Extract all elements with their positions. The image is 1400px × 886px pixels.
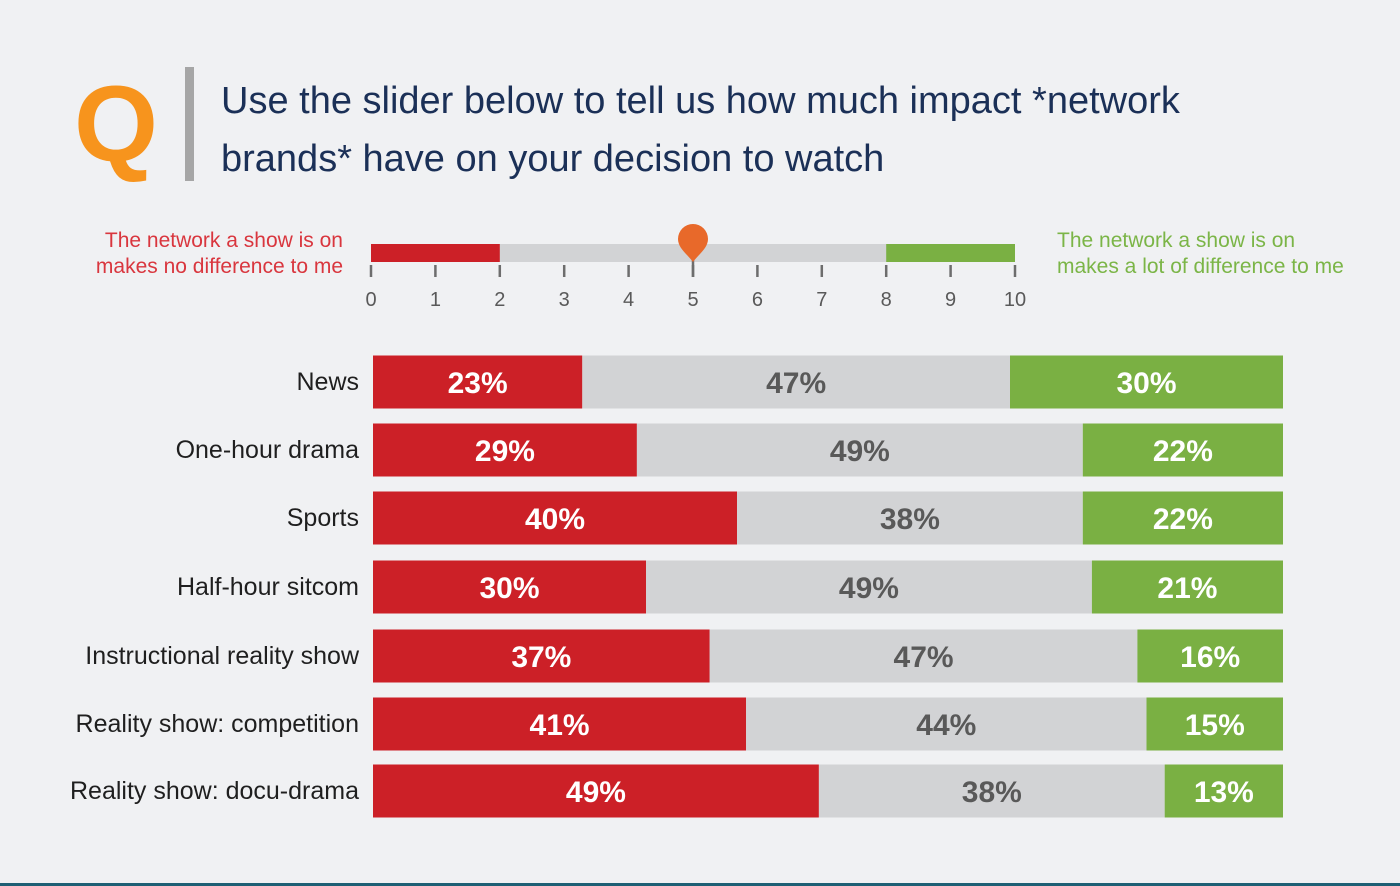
bar-segment — [636, 423, 1083, 477]
data-label: 41% — [530, 709, 590, 742]
data-label: 40% — [525, 503, 585, 536]
bar-segment — [373, 697, 747, 751]
data-label: 38% — [962, 776, 1022, 809]
data-label: 23% — [448, 367, 508, 400]
data-label: 37% — [511, 641, 571, 674]
category-label: Sports — [287, 504, 359, 532]
category-label: Reality show: docu-drama — [70, 777, 359, 805]
category-label: Half-hour sitcom — [177, 573, 359, 601]
bar-segment — [373, 764, 819, 818]
data-label: 22% — [1153, 503, 1213, 536]
data-label: 49% — [830, 435, 890, 468]
scale-tick-label: 4 — [623, 289, 634, 311]
bar-segment — [818, 764, 1165, 818]
bar-segment — [373, 355, 583, 409]
slider-scale: 0 1 2 3 4 5 6 7 8 9 10 — [365, 224, 1026, 311]
bar-segment — [373, 560, 646, 614]
data-label: 38% — [880, 503, 940, 536]
bar-segment — [1082, 491, 1283, 545]
bar-segment — [1091, 560, 1283, 614]
scale-green-range — [886, 244, 1015, 262]
category-label: One-hour drama — [176, 436, 360, 464]
scale-right-label: The network a show is on makes a lot of … — [1057, 229, 1344, 278]
data-label: 15% — [1185, 709, 1245, 742]
data-label: 29% — [475, 435, 535, 468]
category-label: News — [296, 368, 359, 396]
scale-tick-label: 1 — [430, 289, 441, 311]
scale-tick-label: 5 — [687, 289, 698, 311]
data-label: 21% — [1157, 572, 1217, 605]
q-logo: Q — [74, 63, 158, 184]
data-label: 30% — [1116, 367, 1176, 400]
category-label: Reality show: competition — [76, 710, 359, 738]
scale-tick-label: 10 — [1004, 289, 1026, 311]
scale-tick-label: 7 — [816, 289, 827, 311]
bar-segment — [373, 423, 637, 477]
data-label: 49% — [566, 776, 626, 809]
data-label: 16% — [1180, 641, 1240, 674]
bar-segment — [1082, 423, 1283, 477]
scale-left-label: The network a show is on makes no differ… — [95, 229, 343, 278]
bar-segment — [746, 697, 1147, 751]
bar-segment — [737, 491, 1083, 545]
data-label: 47% — [766, 367, 826, 400]
scale-tick-label: 0 — [365, 289, 376, 311]
bar-segment — [1010, 355, 1283, 409]
bar-segment — [646, 560, 1092, 614]
bar-segment — [709, 629, 1138, 683]
scale-tick-label: 6 — [752, 289, 763, 311]
bar-segment — [373, 491, 737, 545]
slider-marker-icon[interactable] — [678, 224, 708, 277]
bar-segment — [1164, 764, 1283, 818]
bar-segment — [1137, 629, 1283, 683]
header-divider — [185, 67, 194, 181]
data-label: 30% — [479, 572, 539, 605]
bar-segment — [582, 355, 1010, 409]
bottom-rule — [0, 883, 1400, 886]
data-label: 22% — [1153, 435, 1213, 468]
scale-tick-label: 2 — [494, 289, 505, 311]
scale-red-range — [371, 244, 500, 262]
scale-tick-label: 9 — [945, 289, 956, 311]
data-label: 13% — [1194, 776, 1254, 809]
category-label: Instructional reality show — [85, 642, 360, 670]
bar-segment — [373, 629, 710, 683]
data-label: 49% — [839, 572, 899, 605]
question-text: Use the slider below to tell us how much… — [221, 80, 1180, 180]
bar-segment — [1146, 697, 1283, 751]
scale-tick-label: 3 — [559, 289, 570, 311]
data-label: 47% — [894, 641, 954, 674]
scale-tick-label: 8 — [881, 289, 892, 311]
data-label: 44% — [916, 709, 976, 742]
